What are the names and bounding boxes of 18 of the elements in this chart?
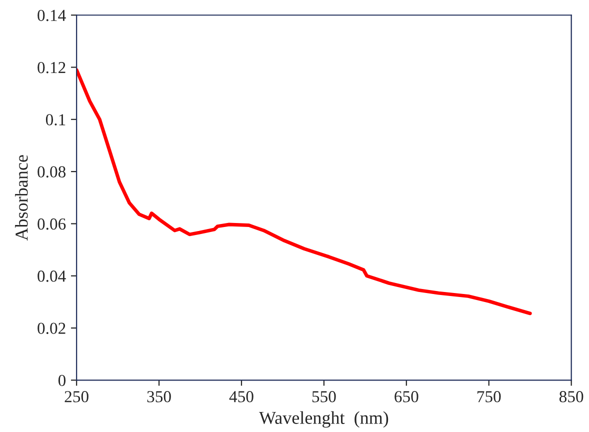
x-tick-label: 850: [559, 391, 584, 402]
x-tick-label: 450: [229, 391, 254, 402]
y-axis-title: Absorbance: [15, 155, 28, 241]
y-tick-label: 0.08: [38, 166, 66, 178]
x-tick-label: 350: [147, 391, 171, 402]
x-tick-label: 250: [64, 391, 88, 402]
line-series: [76, 68, 532, 316]
y-tick-label: 0: [58, 374, 66, 386]
y-tick-label: 0.1: [46, 114, 66, 126]
y-tick-label: 0.02: [38, 322, 66, 334]
x-tick-label: 650: [394, 391, 418, 402]
x-tick-label: 750: [477, 391, 501, 402]
y-tick-label: 0.12: [38, 62, 66, 74]
x-tick-label: 550: [312, 391, 336, 402]
x-axis-title: Wavelenght (nm): [259, 411, 388, 428]
y-tick-label: 0.06: [38, 218, 66, 230]
y-tick-label: 0.04: [38, 270, 66, 282]
y-tick-label: 0.14: [38, 10, 66, 22]
